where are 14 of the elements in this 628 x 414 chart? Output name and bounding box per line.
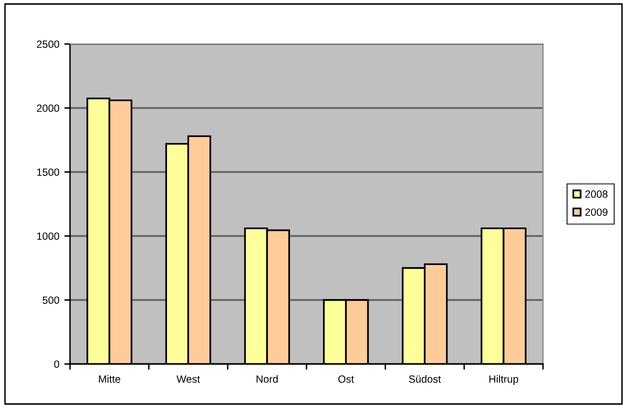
x-tick-label: West <box>176 375 200 383</box>
x-tick-label: Ost <box>338 375 354 383</box>
x-tick-label: Nord <box>256 375 278 383</box>
legend-label: 2009 <box>585 208 608 216</box>
y-tick-label: 1500 <box>37 168 60 176</box>
y-tick-label: 1000 <box>37 232 60 240</box>
legend-label: 2008 <box>585 190 608 198</box>
x-tick-label: Mitte <box>98 375 120 383</box>
y-tick-label: 500 <box>42 296 60 304</box>
y-tick-label: 0 <box>54 360 60 368</box>
y-tick-label: 2000 <box>36 104 60 112</box>
x-tick-label: Südost <box>409 375 441 383</box>
x-tick-label: Hiltrup <box>489 375 518 385</box>
y-tick-label: 2500 <box>36 40 60 48</box>
